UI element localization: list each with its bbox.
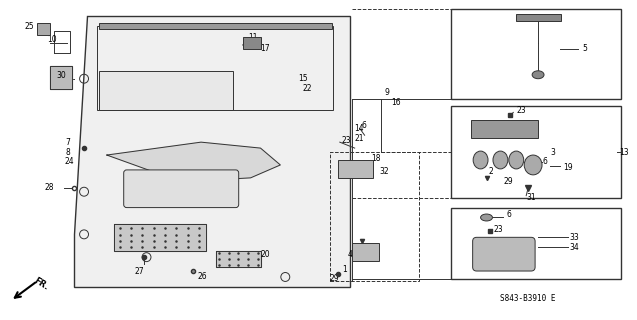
Text: 31: 31 (371, 250, 381, 259)
Text: 25: 25 (25, 22, 34, 31)
Bar (38, 23, 50, 35)
Polygon shape (107, 142, 280, 182)
Text: S843-B3910 E: S843-B3910 E (501, 294, 556, 303)
Text: 32: 32 (380, 167, 389, 176)
Text: 7: 7 (66, 138, 70, 147)
Text: 2: 2 (489, 167, 493, 176)
Text: 29: 29 (330, 275, 340, 284)
Bar (451, 208, 621, 279)
Text: 6: 6 (362, 121, 366, 130)
FancyBboxPatch shape (124, 170, 239, 208)
Polygon shape (50, 66, 72, 89)
Ellipse shape (524, 155, 542, 175)
Text: 1: 1 (342, 265, 347, 274)
Text: 6: 6 (542, 157, 547, 166)
Text: 24: 24 (64, 157, 74, 166)
Text: 28: 28 (45, 183, 54, 192)
Text: 11: 11 (248, 33, 258, 42)
Text: 30: 30 (57, 71, 66, 80)
Bar (516, 14, 561, 21)
Text: 15: 15 (298, 74, 308, 83)
Text: 19: 19 (563, 164, 573, 172)
Text: 22: 22 (302, 84, 311, 93)
FancyBboxPatch shape (473, 237, 535, 271)
Polygon shape (114, 224, 206, 251)
Ellipse shape (532, 71, 544, 79)
Text: 8: 8 (66, 148, 70, 156)
Text: 3: 3 (550, 148, 555, 156)
Bar (451, 9, 621, 99)
Bar (471, 120, 538, 138)
Ellipse shape (480, 214, 492, 221)
Text: 16: 16 (391, 98, 401, 107)
Polygon shape (216, 251, 261, 267)
Bar (330, 152, 419, 281)
Ellipse shape (473, 151, 488, 169)
Text: 26: 26 (197, 272, 206, 282)
Text: FR.: FR. (32, 276, 50, 292)
Text: 10: 10 (48, 35, 57, 44)
Bar (352, 243, 380, 261)
Text: 18: 18 (371, 154, 381, 163)
Text: 4: 4 (348, 250, 353, 259)
Text: 20: 20 (261, 250, 270, 259)
Text: 14: 14 (355, 124, 364, 133)
Text: 23: 23 (342, 136, 352, 145)
Ellipse shape (493, 151, 508, 169)
Polygon shape (74, 16, 350, 287)
Bar (338, 160, 373, 178)
Text: 23: 23 (494, 225, 503, 234)
Text: 9: 9 (384, 88, 389, 97)
Polygon shape (99, 71, 233, 110)
Text: 5: 5 (583, 44, 587, 53)
Text: 31: 31 (526, 193, 536, 202)
Text: 33: 33 (570, 233, 580, 242)
Bar (451, 107, 621, 198)
Ellipse shape (509, 151, 524, 169)
Text: 34: 34 (570, 243, 580, 252)
Text: 17: 17 (261, 44, 270, 53)
Text: 6: 6 (506, 210, 512, 219)
Text: 29: 29 (503, 177, 513, 186)
Text: 27: 27 (135, 267, 145, 276)
Bar (97, 26, 333, 110)
Text: 21: 21 (355, 134, 364, 143)
Text: 13: 13 (619, 148, 629, 156)
Text: 23: 23 (516, 106, 526, 115)
Bar (243, 37, 261, 49)
Bar (99, 23, 332, 29)
